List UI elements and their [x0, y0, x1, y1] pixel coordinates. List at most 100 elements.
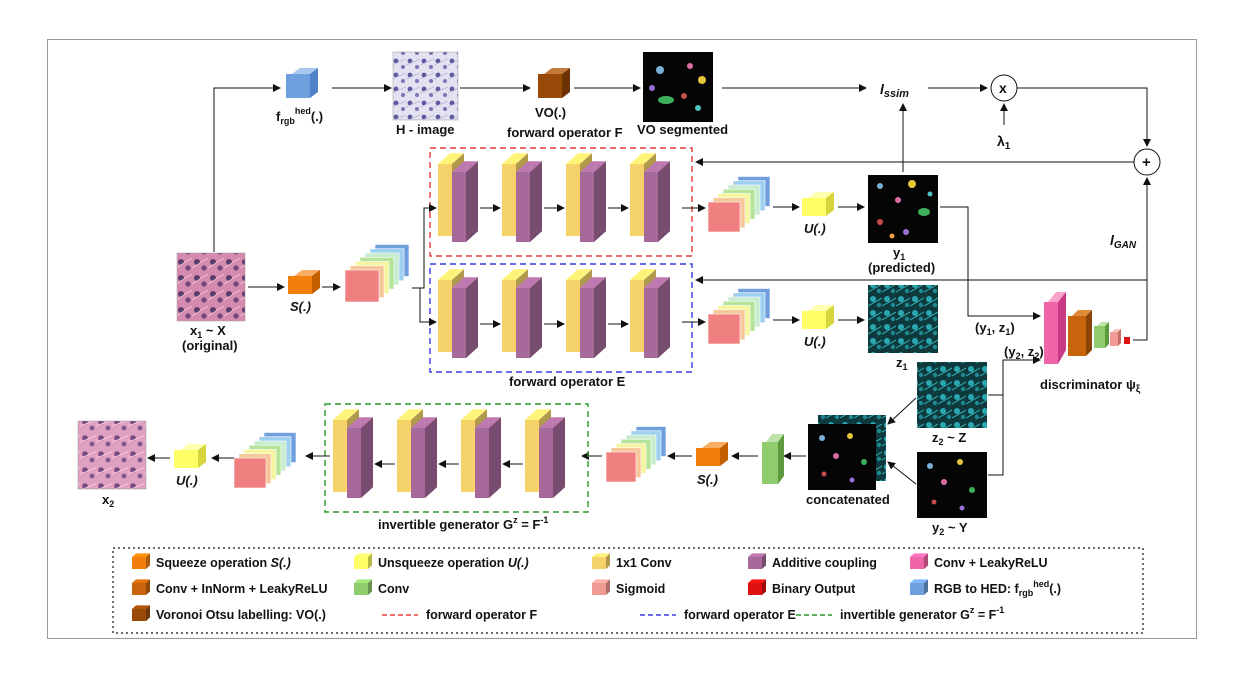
- channel-plate: [707, 201, 741, 233]
- additive-coupling-slab: [516, 161, 542, 242]
- legend-conv: Conv: [354, 579, 409, 596]
- svg-text:Squeeze operation S(.): Squeeze operation S(.): [156, 556, 291, 570]
- legend-line-e: forward operator E: [640, 608, 796, 622]
- invertible-generator-title: invertible generator Gz = F-1: [378, 515, 548, 532]
- svg-text:Voronoi Otsu labelling: VO(.): Voronoi Otsu labelling: VO(.): [156, 608, 326, 622]
- legend-sigmoid: Sigmoid: [592, 579, 665, 596]
- discriminator-block: [1044, 292, 1130, 364]
- forward-e-output-stack: [707, 288, 771, 345]
- squeezed-channel-stack-bottom: [605, 426, 667, 483]
- unsqueeze-label-f: U(.): [804, 221, 826, 236]
- svg-text:Conv: Conv: [378, 582, 409, 596]
- svg-text:Conv + InNorm + LeakyReLU: Conv + InNorm + LeakyReLU: [156, 582, 328, 596]
- legend-conv-innorm-leakyrelu: Conv + InNorm + LeakyReLU: [132, 579, 328, 596]
- squeeze-label-bottom: S(.): [697, 472, 718, 487]
- legend-additive-coupling: Additive coupling: [748, 553, 877, 570]
- legend-rgb-to-hed: RGB to HED: frgbhed(.): [910, 579, 1061, 598]
- arrow-z2-to-discriminator: [988, 356, 1041, 396]
- svg-text:Conv + LeakyReLU: Conv + LeakyReLU: [934, 556, 1048, 570]
- y2-image: [917, 452, 987, 518]
- channel-plate: [605, 451, 637, 483]
- arrow-y1-to-discriminator: [940, 206, 1041, 320]
- forward-operator-e-title: forward operator E: [509, 374, 626, 389]
- z2-label: z2 ~ Z: [932, 430, 966, 447]
- vo-segmented-image: [643, 52, 713, 122]
- forward-f-output-stack: [707, 176, 771, 233]
- vo-label: VO(.): [535, 105, 566, 120]
- svg-text:forward operator E: forward operator E: [684, 608, 796, 622]
- arrow-stack-to-forward-f: [412, 204, 437, 289]
- arrow-discriminator-to-plus: [1133, 177, 1151, 341]
- legend-box: [112, 547, 1144, 634]
- forward-operator-f-title: forward operator F: [507, 125, 623, 140]
- legend-conv-leakyrelu: Conv + LeakyReLU: [910, 553, 1048, 570]
- squeeze-block-top: [288, 270, 320, 294]
- additive-coupling-slab: [411, 417, 437, 498]
- svg-text:RGB to HED: frgbhed(.): RGB to HED: frgbhed(.): [934, 579, 1061, 598]
- vo-block: [538, 68, 570, 98]
- additive-coupling-slab: [580, 277, 606, 358]
- z2-image: [917, 362, 987, 428]
- diagram-frame: [47, 39, 1197, 639]
- arrow-y2-to-concat: [887, 461, 917, 485]
- arrow-multiply-to-plus: [1017, 87, 1151, 147]
- squeeze-block-bottom: [696, 442, 728, 466]
- legend-voronoi: Voronoi Otsu labelling: VO(.): [132, 605, 326, 622]
- x2-label: x2: [102, 492, 114, 509]
- conv-block-bottom: [762, 434, 784, 484]
- legend-items: Squeeze operation S(.) Unsqueeze operatio…: [132, 553, 1061, 622]
- unsqueeze-label-bottom: U(.): [176, 473, 198, 488]
- svg-text:invertible generator Gz = F-1: invertible generator Gz = F-1: [840, 605, 1004, 622]
- frgb-label: frgbhed(.): [276, 106, 323, 126]
- x1-label: x1 ~ X: [190, 323, 226, 340]
- predicted-label: (predicted): [868, 260, 935, 275]
- generator-flow-blocks: [333, 409, 565, 498]
- legend-squeeze: Squeeze operation S(.): [132, 553, 291, 570]
- unsqueeze-label-e: U(.): [804, 334, 826, 349]
- legend-swatch: [354, 579, 372, 595]
- additive-coupling-slab: [644, 161, 670, 242]
- legend-swatch: [592, 553, 610, 569]
- channel-plate: [344, 269, 380, 303]
- channel-plate: [233, 457, 267, 489]
- additive-coupling-slab: [452, 161, 478, 242]
- squeezed-channel-stack-top: [344, 244, 410, 303]
- y1-label: y1: [893, 245, 905, 262]
- arrow-y2-to-discriminator: [988, 395, 1004, 476]
- discriminator-label: discriminator ψξ: [1040, 377, 1141, 395]
- additive-coupling-slab: [347, 417, 373, 498]
- legend-line-g: invertible generator Gz = F-1: [796, 605, 1004, 622]
- vo-segmented-label: VO segmented: [637, 122, 728, 137]
- squeeze-label-top: S(.): [290, 299, 311, 314]
- legend-swatch: [910, 553, 928, 569]
- original-label: (original): [182, 338, 238, 353]
- y2-label: y2 ~ Y: [932, 520, 968, 537]
- additive-coupling-slab: [452, 277, 478, 358]
- x2-image: [77, 420, 147, 490]
- frgb-block: [286, 68, 318, 98]
- svg-text:Unsqueeze operation U(.): Unsqueeze operation U(.): [378, 556, 529, 570]
- arrow-z2-to-concat: [887, 397, 917, 425]
- legend-conv1x1: 1x1 Conv: [592, 553, 672, 570]
- channel-plate: [707, 313, 741, 345]
- generator-output-stack: [233, 432, 297, 489]
- additive-coupling-slab: [580, 161, 606, 242]
- concatenated-image: [808, 415, 886, 490]
- legend-swatch: [910, 579, 928, 595]
- legend-swatch: [592, 579, 610, 595]
- legend-swatch: [132, 605, 150, 621]
- additive-coupling-slab: [539, 417, 565, 498]
- y1-predicted-image: [868, 175, 938, 243]
- y1z1-label: (y1, z1): [975, 320, 1015, 337]
- legend-binary-output: Binary Output: [748, 579, 856, 596]
- lambda-label: λ1: [997, 133, 1011, 152]
- additive-coupling-slab: [644, 277, 670, 358]
- legend-unsqueeze: Unsqueeze operation U(.): [354, 553, 529, 570]
- legend-swatch: [132, 579, 150, 595]
- l-ssim-label: lssim: [880, 81, 909, 100]
- legend-swatch: [132, 553, 150, 569]
- legend-line-f: forward operator F: [382, 608, 537, 622]
- unsqueeze-block-f: [802, 192, 834, 216]
- svg-text:Additive coupling: Additive coupling: [772, 556, 877, 570]
